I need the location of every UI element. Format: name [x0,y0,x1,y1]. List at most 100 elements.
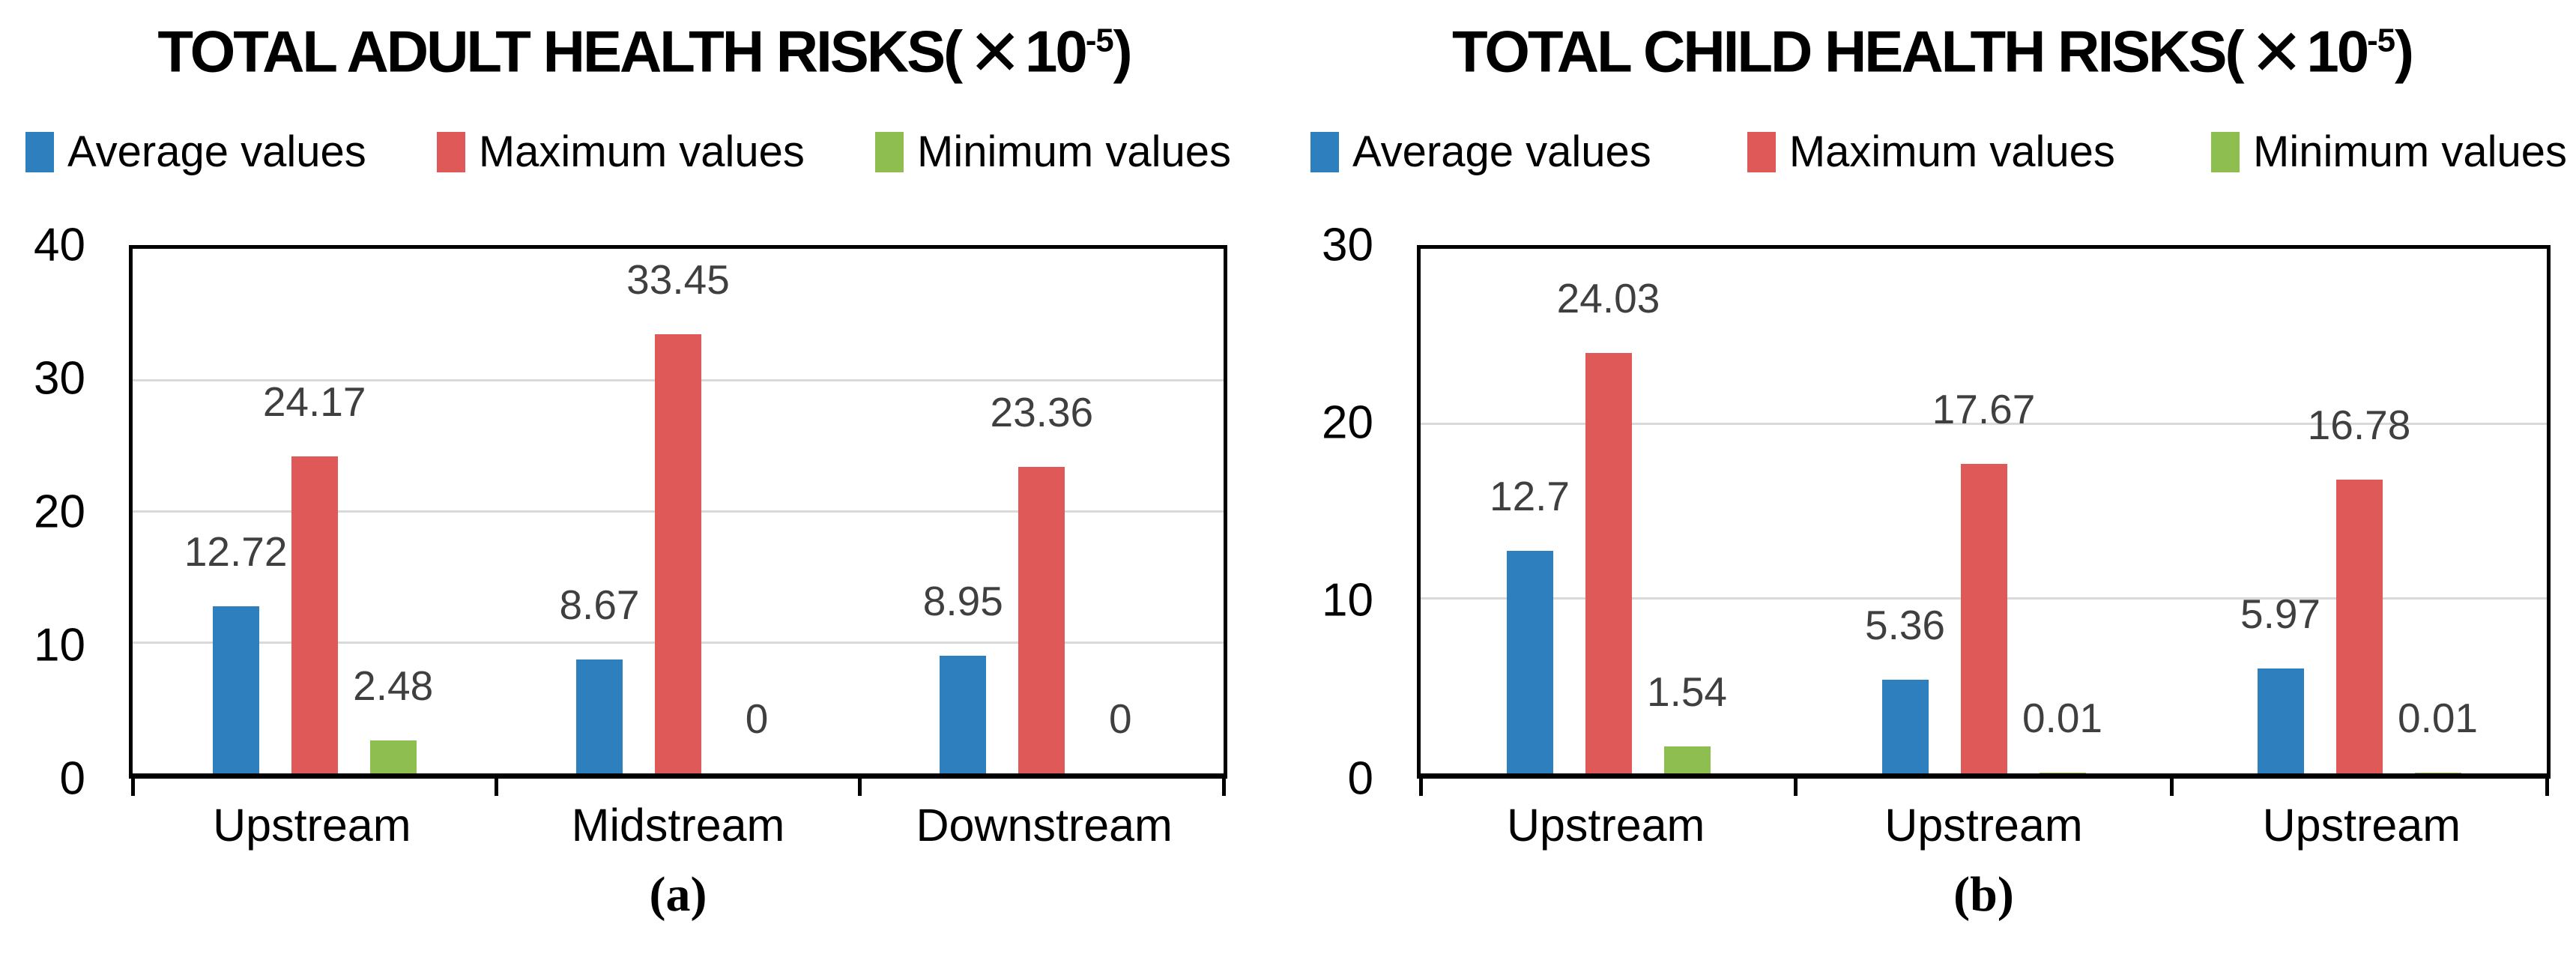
bar-slot: 17.67 [1932,249,2035,773]
legend-label: Average values [67,127,366,177]
legend-item-0: Average values [25,127,366,177]
x-axis-tick [2545,773,2549,796]
x-axis-tick [130,773,135,796]
bar-groups: 12.7 24.03 1.54 5.36 17.67 0.01 5.97 16.78 0.01 [1421,249,2547,773]
legend-label: Maximum values [1789,127,2115,177]
category-label-2: Downstream [916,799,1173,851]
legend-item-1: Maximum values [436,127,805,177]
y-tick-label: 10 [34,619,85,671]
y-axis: 0 10 20 30 40 [0,219,129,804]
data-label: 1.54 [1646,668,1728,715]
y-tick-label: 0 [59,752,85,805]
x-axis-tick [2169,773,2174,796]
gridline [1421,423,2547,425]
legend-label: Average values [1352,127,1651,177]
legend-swatch-icon [2211,131,2240,172]
bar-0-cat-0 [212,606,259,773]
bar-slot: 8.67 [559,249,640,773]
bar-2-cat-0 [1663,746,1711,773]
category-axis: Upstream Midstream Downstream [129,798,1227,853]
x-axis-tick [858,773,862,796]
bar-0-cat-2 [2257,668,2304,773]
category-label-0: Upstream [213,799,411,851]
y-tick-label: 0 [1347,752,1373,805]
bar-slot: 0 [734,249,780,773]
data-label: 12.7 [1489,473,1570,520]
data-label: 8.95 [922,578,1003,625]
legend-label: Maximum values [478,127,805,177]
title-text: TOTAL CHILD HEALTH RISKS( [1452,18,2245,85]
legend-swatch-icon [436,131,465,172]
bar-group-2: 8.95 23.36 0 [860,249,1224,773]
bar-1-cat-1 [1960,464,2007,773]
data-label: 0 [745,695,769,742]
bar-0-cat-1 [575,659,623,773]
bar-slot: 5.36 [1865,249,1945,773]
legend: Average values Maximum values Minimum valu… [0,125,1288,179]
legend: Average values Maximum values Minimum valu… [1288,125,2576,179]
plot-column: 12.72 24.17 2.48 8.67 33.45 0 8.95 23.36 0 Upstr… [129,244,1227,922]
legend-item-2: Minimum values [875,127,1231,177]
data-label: 17.67 [1932,386,2036,433]
legend-swatch-icon [1747,131,1776,172]
y-axis: 0 10 20 30 [1288,219,1417,804]
data-label: 5.97 [2240,591,2321,638]
bar-slot: 33.45 [626,249,730,773]
data-label: 24.17 [262,378,366,425]
data-label: 33.45 [626,256,730,304]
bar-0-cat-1 [1881,679,1929,773]
bar-slot: 24.17 [263,249,366,773]
bar-slot: 5.97 [2240,249,2320,773]
bar-0-cat-2 [940,656,987,773]
plot-column: 12.7 24.03 1.54 5.36 17.67 0.01 5.97 16.78 0.01 … [1417,244,2551,922]
chart-adult: TOTAL ADULT HEALTH RISKS(✕10-5) Average … [0,16,1288,922]
legend-swatch-icon [1310,131,1339,172]
bar-group-0: 12.72 24.17 2.48 [133,249,496,773]
y-tick-label: 30 [1322,219,1373,271]
bar-group-0: 12.7 24.03 1.54 [1421,249,1796,773]
bar-1-cat-0 [1585,352,1632,773]
data-label: 8.67 [559,581,640,628]
x-axis-tick [1221,773,1226,796]
category-label-1: Midstream [571,799,785,851]
data-label: 23.36 [990,388,1094,435]
bar-slot: 12.72 [184,249,287,773]
title-close: ) [2395,18,2414,85]
category-label-1: Upstream [1884,799,2083,851]
x-axis-tick [1794,773,1798,796]
category-label-0: Upstream [1506,799,1705,851]
title-base: 10 [1025,18,1088,85]
bar-slot: 23.36 [990,249,1093,773]
legend-swatch-icon [25,131,54,172]
chart-title: TOTAL CHILD HEALTH RISKS(✕10-5) [1288,16,2576,91]
bar-1-cat-0 [291,456,338,773]
bar-1-cat-2 [2335,480,2383,773]
plot-area: 12.72 24.17 2.48 8.67 33.45 0 8.95 23.36 0 [129,244,1227,796]
data-label: 12.72 [184,528,288,576]
panel-label: (a) [649,866,707,922]
bar-slot: 0.01 [2022,249,2102,773]
bar-group-1: 5.36 17.67 0.01 [1796,249,2171,773]
x-axis-tick [1418,773,1423,796]
chart-title: TOTAL ADULT HEALTH RISKS(✕10-5) [0,16,1288,91]
chart-child: TOTAL CHILD HEALTH RISKS(✕10-5) Average … [1288,0,2576,972]
bar-slot: 16.78 [2308,249,2410,773]
data-label: 0.01 [2397,695,2479,742]
data-label: 5.36 [1864,601,1946,648]
bar-slot: 0 [1097,249,1143,773]
y-tick-label: 40 [34,219,85,271]
category-label-2: Upstream [2262,799,2461,851]
title-close: ) [1113,18,1133,85]
legend-item-0: Average values [1310,127,1651,177]
legend-item-1: Maximum values [1747,127,2115,177]
data-label: 16.78 [2307,402,2411,449]
panel-label: (b) [1953,866,2014,922]
x-axis-tick [494,773,498,796]
multiplication-icon: ✕ [2249,17,2304,89]
bar-0-cat-0 [1506,551,1553,773]
legend-swatch-icon [875,131,904,172]
y-tick-label: 20 [34,486,85,538]
chart-body: 0 10 20 30 12.7 24.03 1.54 5.36 17.67 0.01 5.97 16… [1288,219,2576,922]
title-base: 10 [2306,18,2369,85]
